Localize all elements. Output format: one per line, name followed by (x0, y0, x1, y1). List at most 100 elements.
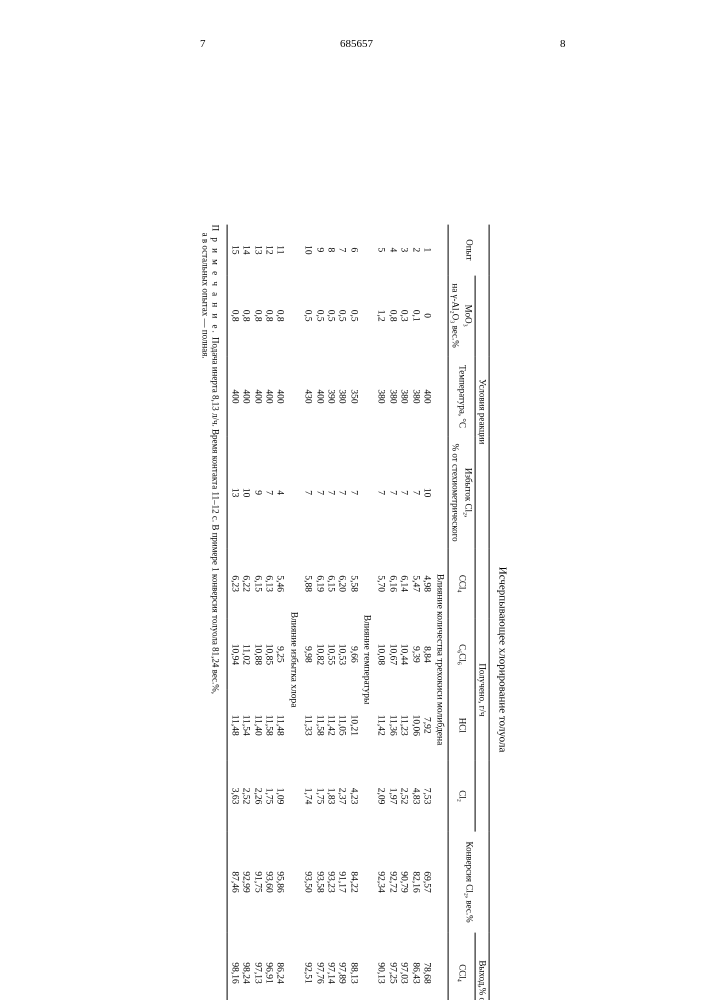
table-row: 120,840076,1310,8511,581,7593,6096,9194,… (262, 225, 273, 1000)
table-cell: 0,5 (346, 275, 357, 356)
col-excess-a: Избыток Cl₂, (461, 437, 474, 548)
table-cell: 7 (335, 437, 346, 548)
table-cell: 97,03 (397, 933, 408, 1000)
table-cell: 5,58 (346, 548, 357, 619)
table-cell: 5,70 (374, 548, 385, 619)
table-cell: 4,23 (346, 761, 357, 832)
table-cell: 7 (408, 437, 419, 548)
table-row: 70,538076,2010,5311,052,3791,1797,8991,2… (335, 225, 346, 1000)
section-title-row: Влияние температуры (358, 225, 374, 1000)
table-cell: 1 (420, 225, 431, 276)
data-table: Опыт Условия реакции Получено, г/ч Конве… (226, 225, 488, 1000)
table-cell: 0,8 (227, 275, 239, 356)
document-number: 685657 (340, 38, 373, 50)
table-footnote: П р и м е ч а н и е. Подача инерта 8,13 … (199, 225, 221, 1000)
table-cell: 11,48 (273, 690, 284, 761)
table-row: 60,535075,589,6610,214,2384,2288,1383,67 (346, 225, 357, 1000)
col-conversion: Конверсия Cl₂, вес.% (448, 831, 488, 932)
table-cell: 0,5 (301, 275, 312, 356)
table-cell: 1,74 (301, 761, 312, 832)
footnote-label: П р и м е ч а н и е. (210, 225, 220, 335)
table-row: 90,540076,1910,8211,581,7593,5897,7693,7… (312, 225, 323, 1000)
table-cell: 0,8 (262, 275, 273, 356)
table-cell: 11,58 (262, 690, 273, 761)
table-cell: 7 (335, 225, 346, 276)
table-cell: 0,5 (324, 275, 335, 356)
table-cell: 11,23 (397, 690, 408, 761)
table-cell: 3 (397, 225, 408, 276)
col-cl2: Cl₂ (448, 761, 475, 832)
col-c6cl6: C₆Cl₆ (448, 619, 475, 690)
table-cell: 86,24 (273, 933, 284, 1000)
table-cell: 390 (324, 356, 335, 437)
table-cell: 11,05 (335, 690, 346, 761)
table-cell: 4 (386, 225, 397, 276)
table-cell: 69,57 (420, 831, 431, 932)
footnote-text-1: Подача инерта 8,13 л/ч. Время контакта 1… (210, 337, 220, 694)
table-row: 130,840096,1510,8811,402,2691,7597,1395,… (250, 225, 261, 1000)
table-cell: 0,8 (386, 275, 397, 356)
table-cell: 6,22 (239, 548, 250, 619)
table-cell: 7 (301, 437, 312, 548)
table-cell: 380 (386, 356, 397, 437)
section-title-row: Влияние количества трехокиси молибдена (431, 225, 448, 1000)
table-cell: 10,94 (227, 619, 239, 690)
col-yield: Выход,% от теоретического (475, 933, 489, 1000)
table-cell: 91,75 (250, 831, 261, 932)
table-cell: 91,17 (335, 831, 346, 932)
table-cell: 6,19 (312, 548, 323, 619)
table-cell: 97,76 (312, 933, 323, 1000)
table-cell: 7,53 (420, 761, 431, 832)
table-cell: 93,50 (301, 831, 312, 932)
table-cell: 11,42 (324, 690, 335, 761)
table-cell: 0,1 (408, 275, 419, 356)
table-row: 150,8400136,2310,9411,483,6387,4698,1694… (227, 225, 239, 1000)
table-cell: 11,42 (374, 690, 385, 761)
table-row: 100,543075,889,9811,331,7493,5092,5186,4… (301, 225, 312, 1000)
table-cell: 97,13 (250, 933, 261, 1000)
table-cell: 400 (312, 356, 323, 437)
table-row: 51,238075,7010,0811,422,0992,3490,1387,3… (374, 225, 385, 1000)
table-cell: 400 (420, 356, 431, 437)
table-cell: 0 (420, 275, 431, 356)
table-cell: 93,23 (324, 831, 335, 932)
col-temp: Температура, °C (448, 356, 475, 437)
col-conditions: Условия реакции (475, 275, 489, 548)
table-cell: 5 (374, 225, 385, 276)
table-cell: 5,46 (273, 548, 284, 619)
col-yield-ccl4: CCl₄ (448, 933, 475, 1000)
table-cell: 82,16 (408, 831, 419, 932)
table-cell: 6,20 (335, 548, 346, 619)
table-row: 30,338076,1410,4411,232,5290,7997,0390,4… (397, 225, 408, 1000)
table-cell: 15 (227, 225, 239, 276)
table-cell: 87,46 (227, 831, 239, 932)
table-cell: 10 (239, 437, 250, 548)
table-cell: 3,63 (227, 761, 239, 832)
table-cell: 400 (250, 356, 261, 437)
table-cell: 11,48 (227, 690, 239, 761)
table-cell: 6,16 (386, 548, 397, 619)
table-cell: 98,16 (227, 933, 239, 1000)
table-cell: 6,15 (250, 548, 261, 619)
table-caption: Исчерпывающее хлорирование толуола (495, 225, 508, 1000)
table-cell: 88,13 (346, 933, 357, 1000)
table-cell: 5,88 (301, 548, 312, 619)
table-cell: 11,40 (250, 690, 261, 761)
table-cell: 10,67 (386, 619, 397, 690)
table-cell: 0,8 (250, 275, 261, 356)
table-cell: 400 (273, 356, 284, 437)
table-cell: 350 (346, 356, 357, 437)
table-cell: 4,98 (420, 548, 431, 619)
table-cell: 6,23 (227, 548, 239, 619)
table-cell: 97,14 (324, 933, 335, 1000)
page: 7 685657 8 Исчерпывающее хлорирование то… (0, 0, 707, 1000)
table-cell: 1,2 (374, 275, 385, 356)
table-row: 20,138075,479,3910,064,8382,1686,4381,35 (408, 225, 419, 1000)
rotated-table-container: Исчерпывающее хлорирование толуола Опыт … (199, 225, 508, 1000)
table-cell: 11 (273, 225, 284, 276)
table-cell: 10,55 (324, 619, 335, 690)
table-cell: 7 (386, 437, 397, 548)
table-cell: 10,08 (374, 619, 385, 690)
table-cell: 1,97 (386, 761, 397, 832)
col-moo3-b: на γ-Al₂O₃ вес.% (448, 275, 461, 356)
